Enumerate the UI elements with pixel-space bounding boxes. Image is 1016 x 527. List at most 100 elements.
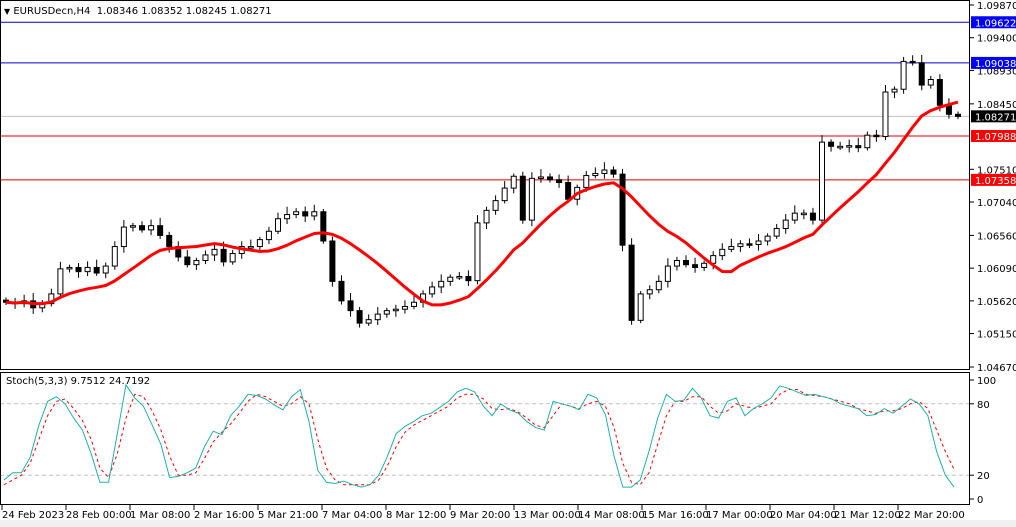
candle	[601, 169, 608, 174]
candle	[48, 293, 55, 305]
candle	[655, 280, 662, 291]
candle	[510, 175, 517, 189]
candlesticks	[3, 54, 961, 328]
candle	[501, 187, 508, 202]
candle	[474, 222, 481, 282]
candle	[438, 280, 445, 288]
candle	[374, 313, 381, 321]
chart-header: ▼ EURUSDecn,H4 1.08346 1.08352 1.08245 1…	[4, 6, 272, 17]
candle	[166, 234, 173, 248]
candle	[791, 212, 798, 221]
candle	[610, 169, 617, 175]
candle	[456, 276, 463, 279]
time-tick-label: 9 Mar 20:00	[450, 510, 510, 521]
candle	[828, 141, 835, 147]
candle	[447, 276, 454, 282]
price-axis: 1.09870 1.09400 1.08930 1.08450 1.07510 1.070…	[970, 1, 1016, 374]
stochastic-main-line	[3, 383, 955, 488]
candle	[646, 289, 653, 295]
price-tick-label: 1.09870	[977, 1, 1016, 12]
stochastic-levels	[0, 403, 970, 476]
time-tick-label: 2 Mar 16:00	[194, 510, 254, 521]
time-tick-label: 17 Mar 00:00	[706, 510, 773, 521]
candle	[519, 175, 526, 221]
candle	[692, 264, 699, 268]
candle	[809, 212, 816, 221]
stochastic-pane[interactable]	[0, 383, 970, 488]
candle	[918, 62, 925, 86]
time-tick-label: 7 Mar 04:00	[322, 510, 382, 521]
candle	[710, 255, 717, 264]
price-level-label	[971, 110, 1016, 123]
candle	[728, 246, 735, 250]
time-tick-label: 14 Mar 08:00	[578, 510, 645, 521]
candle	[746, 243, 753, 246]
candle	[891, 88, 898, 93]
candle	[637, 293, 644, 321]
svg-text:1.07988: 1.07988	[975, 132, 1016, 143]
candle	[619, 173, 626, 246]
time-axis: 24 Feb 2023 28 Feb 00:001 Mar 08:00 2 Mar …	[1, 505, 965, 521]
moving-average-line	[5, 100, 959, 307]
candle	[873, 134, 880, 138]
candle	[565, 182, 572, 200]
candle	[365, 319, 372, 324]
candle	[864, 134, 871, 149]
price-pane-frame	[0, 0, 970, 370]
price-tick-label: 1.05150	[977, 330, 1016, 341]
candle	[755, 240, 762, 245]
collapse-triangle-icon[interactable]: ▼	[4, 7, 11, 16]
candle	[120, 226, 127, 248]
candle	[528, 177, 535, 221]
candle	[139, 225, 145, 231]
candle	[483, 209, 490, 224]
candle	[900, 60, 907, 90]
svg-text:1.07358: 1.07358	[975, 176, 1016, 187]
candle	[84, 266, 91, 273]
candle	[909, 60, 916, 64]
price-pane[interactable]	[0, 21, 970, 328]
candle	[701, 262, 708, 268]
stochastic-signal-line	[3, 389, 955, 486]
candle	[202, 254, 209, 261]
candle	[737, 243, 744, 248]
candle	[229, 253, 236, 263]
candle	[311, 211, 318, 217]
candle	[392, 308, 399, 312]
candle	[275, 218, 281, 232]
price-tick-label: 1.06090	[977, 264, 1016, 275]
candle	[256, 239, 263, 248]
candle	[628, 244, 635, 321]
time-tick-label: 22 Mar 20:00	[898, 510, 965, 521]
candle	[320, 211, 327, 242]
stochastic-axis: 100 80 20 0	[970, 376, 996, 506]
time-tick-label: 8 Mar 12:00	[386, 510, 446, 521]
candle	[75, 266, 82, 273]
candle	[936, 78, 943, 106]
candle	[383, 310, 390, 315]
price-tick-label: 1.06560	[977, 231, 1016, 242]
price-tick-label: 1.05620	[977, 297, 1016, 308]
candle	[184, 256, 191, 266]
candle	[800, 212, 807, 216]
candle	[837, 145, 844, 149]
candle	[955, 113, 961, 117]
candle	[683, 259, 689, 266]
candle	[927, 78, 934, 86]
price-tick-label: 1.08930	[977, 66, 1016, 77]
time-tick-label: 13 Mar 00:00	[514, 510, 581, 521]
price-level-label	[971, 56, 1016, 69]
candle	[66, 266, 73, 270]
candle	[329, 240, 336, 282]
candle	[537, 176, 544, 179]
candle	[492, 200, 499, 211]
candle	[247, 246, 254, 249]
price-tick-label: 1.04670	[977, 363, 1016, 374]
stoch-tick-label: 80	[977, 400, 990, 411]
price-level-label	[971, 173, 1016, 186]
candle	[764, 235, 771, 242]
candle	[547, 176, 553, 181]
candle	[664, 265, 671, 282]
